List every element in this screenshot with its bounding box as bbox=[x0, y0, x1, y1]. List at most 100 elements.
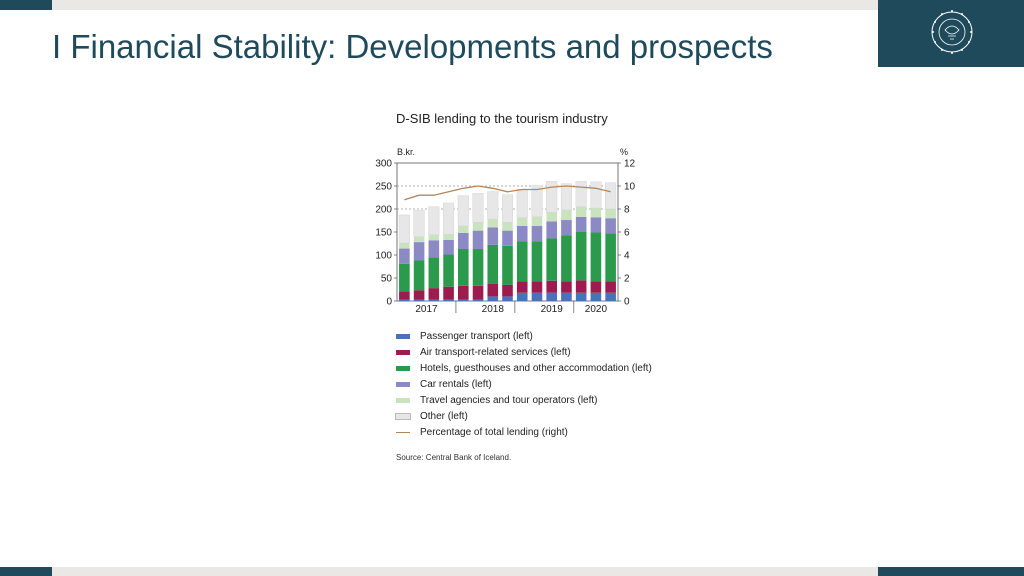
legend-label: Other (left) bbox=[420, 410, 468, 422]
bar-segment bbox=[502, 284, 513, 297]
bar-segment bbox=[413, 260, 425, 291]
chart-legend: Passenger transport (left) Air transport-… bbox=[395, 328, 652, 440]
legend-label: Travel agencies and tour operators (left… bbox=[420, 394, 598, 406]
y-tick-label-left: 50 bbox=[381, 274, 393, 285]
bar-segment bbox=[531, 281, 543, 293]
left-axis-unit: B.kr. bbox=[397, 147, 415, 157]
bar-segment bbox=[546, 280, 558, 293]
bar-segment bbox=[472, 285, 484, 300]
bar-segment bbox=[502, 245, 513, 285]
bar-segment bbox=[590, 181, 602, 209]
bar-segment bbox=[502, 296, 513, 301]
central-bank-logo bbox=[878, 0, 1024, 67]
bar-segment bbox=[487, 191, 499, 220]
y-tick-label-right: 8 bbox=[624, 205, 630, 216]
bar-segment bbox=[413, 242, 425, 261]
bar-segment bbox=[605, 281, 616, 293]
bar-segment bbox=[487, 296, 499, 301]
legend-item: Car rentals (left) bbox=[396, 376, 652, 392]
bar-segment bbox=[590, 292, 602, 301]
bar-segment bbox=[590, 208, 602, 218]
y-tick-label-right: 12 bbox=[624, 159, 636, 170]
bar-segment bbox=[501, 194, 514, 223]
bar-segment bbox=[487, 283, 499, 297]
bar-segment bbox=[413, 236, 425, 243]
bar-segment bbox=[487, 219, 499, 228]
bottom-accent-right bbox=[878, 567, 1024, 576]
y-tick-label-left: 300 bbox=[375, 159, 392, 170]
legend-item: Other (left) bbox=[395, 408, 652, 424]
x-year-label: 2017 bbox=[415, 304, 438, 315]
legend-item: Passenger transport (left) bbox=[396, 328, 652, 344]
legend-swatch bbox=[396, 333, 410, 339]
x-year-label: 2020 bbox=[585, 304, 608, 315]
right-axis-unit: % bbox=[620, 147, 628, 157]
y-tick-label-left: 250 bbox=[375, 182, 392, 193]
bar-segment bbox=[413, 299, 425, 301]
bar-segment bbox=[575, 181, 587, 207]
bar-segment bbox=[457, 285, 469, 300]
bar-segment bbox=[428, 299, 440, 301]
bar-segment bbox=[546, 292, 558, 301]
bar-segment bbox=[502, 230, 513, 246]
bar-segment bbox=[516, 292, 528, 301]
bar-segment bbox=[561, 235, 572, 282]
bar-segment bbox=[531, 241, 543, 282]
bar-segment bbox=[561, 292, 572, 301]
y-tick-label-right: 2 bbox=[624, 274, 630, 285]
bar-segment bbox=[399, 263, 410, 292]
legend-swatch bbox=[396, 397, 410, 403]
seal-icon bbox=[931, 10, 973, 54]
bar-segment bbox=[428, 288, 440, 300]
bar-segment bbox=[443, 234, 454, 240]
bar-segment bbox=[546, 221, 558, 239]
legend-label: Air transport-related services (left) bbox=[420, 346, 571, 358]
bar-segment bbox=[590, 281, 602, 293]
bottom-band bbox=[0, 567, 1024, 576]
bar-segment bbox=[443, 286, 454, 300]
bar-segment bbox=[531, 185, 543, 218]
y-tick-label-left: 100 bbox=[375, 251, 392, 262]
bar-segment bbox=[605, 233, 616, 282]
bar-segment bbox=[398, 214, 410, 244]
bar-segment bbox=[546, 181, 558, 213]
legend-swatch bbox=[396, 381, 410, 387]
bar-segment bbox=[443, 239, 454, 255]
bar-segment bbox=[605, 292, 616, 301]
top-accent-bar bbox=[0, 0, 52, 10]
bar-segment bbox=[531, 226, 543, 242]
bar-segment bbox=[413, 210, 425, 237]
bar-segment bbox=[457, 226, 469, 233]
bar-segment bbox=[516, 241, 528, 282]
bar-segment bbox=[472, 299, 484, 301]
bar-segment bbox=[472, 230, 484, 250]
bar-segment bbox=[443, 202, 455, 235]
bar-segment bbox=[516, 281, 528, 293]
bar-segment bbox=[399, 243, 410, 249]
legend-swatch bbox=[396, 365, 410, 371]
bar-segment bbox=[443, 254, 454, 287]
bar-segment bbox=[575, 232, 587, 281]
bar-segment bbox=[575, 216, 587, 232]
bar-segment bbox=[487, 244, 499, 284]
bar-segment bbox=[546, 238, 558, 281]
legend-swatch bbox=[396, 431, 410, 433]
bar-segment bbox=[457, 299, 469, 301]
source-note: Source: Central Bank of Iceland. bbox=[396, 453, 512, 462]
bar-segment bbox=[575, 206, 587, 217]
slide-title: I Financial Stability: Developments and … bbox=[52, 28, 773, 65]
bar-segment bbox=[428, 206, 440, 235]
bar-segment bbox=[502, 222, 513, 231]
legend-label: Percentage of total lending (right) bbox=[420, 426, 568, 438]
legend-item: Travel agencies and tour operators (left… bbox=[396, 392, 652, 408]
bar-segment bbox=[428, 240, 440, 258]
bar-segment bbox=[487, 227, 499, 245]
bar-segment bbox=[443, 299, 454, 301]
bar-segment bbox=[546, 212, 558, 222]
stacked-bar-chart: 0 50 100 150 200 250 300 0 2 4 6 8 10 12 B.kr. % 2017 201… bbox=[375, 147, 636, 315]
legend-item: Hotels, guesthouses and other accommodat… bbox=[396, 360, 652, 376]
bar-segment bbox=[472, 193, 484, 223]
bar-segment bbox=[428, 257, 440, 289]
x-year-label: 2018 bbox=[482, 304, 505, 315]
y-tick-label-left: 0 bbox=[386, 297, 392, 308]
